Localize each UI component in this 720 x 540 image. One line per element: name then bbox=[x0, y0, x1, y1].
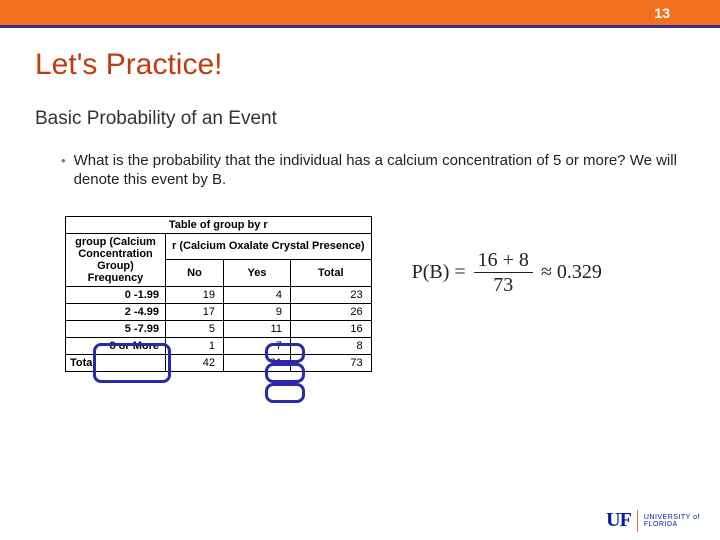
cell: 42 bbox=[166, 354, 224, 371]
uf-line2: FLORIDA bbox=[644, 521, 700, 528]
formula-numerator: 16 + 8 bbox=[474, 250, 533, 273]
cell: 23 bbox=[290, 286, 371, 303]
table-row: 0 -1.99 19 4 23 bbox=[66, 286, 372, 303]
cell: 17 bbox=[166, 303, 224, 320]
slide-content: Let's Practice! Basic Probability of an … bbox=[0, 28, 720, 372]
cell: 7 bbox=[223, 337, 290, 354]
cell: 4 bbox=[223, 286, 290, 303]
bullet-text: What is the probability that the individ… bbox=[74, 152, 685, 190]
formula-denominator: 73 bbox=[489, 273, 517, 295]
bullet-block: • What is the probability that the indiv… bbox=[61, 152, 685, 190]
cell: 11 bbox=[223, 320, 290, 337]
cell: 9 bbox=[223, 303, 290, 320]
cell: 8 bbox=[290, 337, 371, 354]
cell: 19 bbox=[166, 286, 224, 303]
total-label: Total bbox=[66, 354, 166, 371]
bullet-dot-icon: • bbox=[61, 152, 66, 170]
table-row: 5 -7.99 5 11 16 bbox=[66, 320, 372, 337]
table-row: 2 -4.99 17 9 26 bbox=[66, 303, 372, 320]
uf-logo-mark: UF bbox=[606, 509, 631, 532]
cell: 31 bbox=[223, 354, 290, 371]
cell: 26 bbox=[290, 303, 371, 320]
cell: 5 bbox=[166, 320, 224, 337]
footer-logo: UF UNIVERSITY of FLORIDA bbox=[606, 509, 700, 532]
cell: 16 bbox=[290, 320, 371, 337]
col-total: Total bbox=[290, 260, 371, 287]
table-left-header: group (Calcium Concentration Group) Freq… bbox=[66, 233, 166, 286]
table-right-header: r (Calcium Oxalate Crystal Presence) bbox=[166, 233, 372, 260]
row-label: 2 -4.99 bbox=[66, 303, 166, 320]
formula-approx: ≈ 0.329 bbox=[541, 261, 602, 284]
formula-lhs: P(B) = bbox=[412, 261, 466, 284]
row-label: 0 -1.99 bbox=[66, 286, 166, 303]
data-table: Table of group by r group (Calcium Conce… bbox=[65, 216, 372, 372]
table-caption: Table of group by r bbox=[66, 216, 372, 233]
table-total-row: Total 42 31 73 bbox=[66, 354, 372, 371]
slide-subtitle: Basic Probability of an Event bbox=[35, 108, 685, 130]
row-label: 8 or More bbox=[66, 337, 166, 354]
uf-logo-divider bbox=[637, 510, 638, 532]
cell: 1 bbox=[166, 337, 224, 354]
bullet-item: • What is the probability that the indiv… bbox=[61, 152, 685, 190]
formula: P(B) = 16 + 8 73 ≈ 0.329 bbox=[412, 250, 602, 295]
row-label: 5 -7.99 bbox=[66, 320, 166, 337]
slide-number: 13 bbox=[654, 5, 670, 21]
slide-title: Let's Practice! bbox=[35, 48, 685, 82]
col-yes: Yes bbox=[223, 260, 290, 287]
main-row: Table of group by r group (Calcium Conce… bbox=[65, 216, 685, 372]
uf-logo-text: UNIVERSITY of FLORIDA bbox=[644, 514, 700, 528]
uf-line1: UNIVERSITY of bbox=[644, 514, 700, 521]
table-wrap: Table of group by r group (Calcium Conce… bbox=[65, 216, 372, 372]
header-bar: 13 bbox=[0, 0, 720, 28]
formula-fraction: 16 + 8 73 bbox=[474, 250, 533, 295]
cell: 73 bbox=[290, 354, 371, 371]
col-no: No bbox=[166, 260, 224, 287]
highlight-grand-total-73 bbox=[265, 383, 305, 403]
table-row: 8 or More 1 7 8 bbox=[66, 337, 372, 354]
